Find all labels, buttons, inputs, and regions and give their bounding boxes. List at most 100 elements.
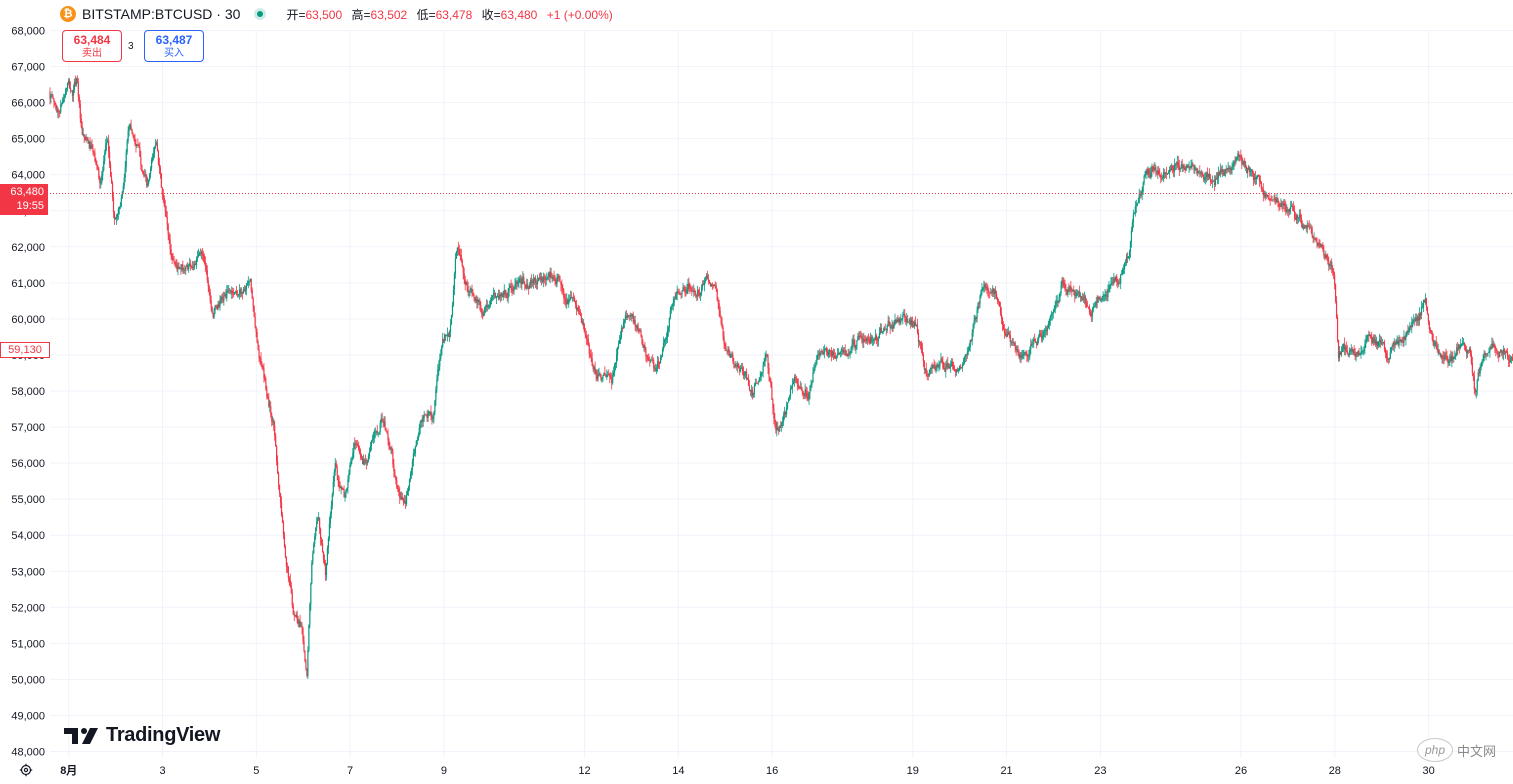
candle-body [517, 282, 519, 284]
candle-body [905, 317, 907, 323]
candle-body [972, 324, 974, 333]
buy-button[interactable]: 63,487 买入 [144, 30, 204, 62]
candle-body [401, 496, 403, 499]
y-tick-label: 50,000 [11, 674, 45, 686]
candle-body [1157, 170, 1159, 175]
candle-body [1431, 332, 1433, 340]
candle-body [1401, 340, 1403, 342]
candle-body [970, 339, 972, 341]
candle-body [718, 303, 720, 311]
candle-body [209, 292, 211, 301]
candle-body [1160, 175, 1162, 178]
candle-body [1041, 336, 1044, 339]
candle-body [500, 293, 502, 297]
candle-body [963, 356, 965, 364]
candle-body [1411, 322, 1413, 328]
bitcoin-icon: ₿ [60, 6, 76, 22]
candle-body [1047, 323, 1049, 328]
candle-body [882, 331, 884, 332]
candle-body [438, 366, 440, 370]
candle-body [1195, 168, 1197, 170]
candle-body [92, 148, 94, 153]
candle-body [1113, 278, 1115, 284]
candle-body [1371, 338, 1373, 343]
candle-body [1231, 165, 1233, 171]
tradingview-logo[interactable]: TradingView [64, 724, 220, 747]
candle-body [816, 355, 818, 364]
candle-body [1307, 225, 1309, 227]
candle-body [1400, 340, 1402, 342]
candle-body [191, 266, 193, 268]
candle-body [1506, 351, 1509, 357]
candle-body [400, 497, 402, 499]
candle-body [1064, 285, 1066, 290]
candle-body [346, 488, 348, 490]
x-tick-label: 12 [578, 765, 590, 777]
candle-body [89, 141, 91, 149]
candle-body [83, 134, 85, 137]
candle-body [363, 460, 366, 462]
candle-body [1159, 173, 1161, 176]
candle-body [97, 166, 99, 170]
candle-body [661, 349, 664, 357]
candle-body [86, 137, 88, 139]
candle-body [654, 368, 656, 369]
candle-body [104, 152, 106, 161]
candle-body [1255, 177, 1258, 180]
candle-body [1413, 319, 1415, 322]
candle-body [1025, 352, 1027, 355]
candle-body [1374, 339, 1376, 343]
candle-body [323, 559, 326, 564]
candle-body [1332, 268, 1334, 272]
candle-body [430, 411, 432, 417]
candle-body [641, 335, 643, 344]
candle-body [619, 337, 622, 340]
candle-body [1440, 353, 1442, 358]
candle-body [1032, 343, 1034, 345]
candle-body [361, 457, 363, 459]
candle-body [845, 350, 847, 356]
candle-body [1206, 172, 1208, 178]
candle-body [1009, 335, 1011, 343]
sell-button[interactable]: 63,484 卖出 [62, 30, 122, 62]
candle-body [322, 552, 325, 560]
candle-body [1072, 289, 1074, 292]
candle-body [177, 266, 179, 270]
candle-body [1222, 169, 1224, 174]
candle-body [1386, 356, 1388, 359]
candle-body [574, 301, 577, 305]
candle-body [857, 335, 859, 341]
candle-body [461, 260, 463, 267]
candle-body [1476, 380, 1478, 391]
gear-icon[interactable] [19, 763, 33, 777]
candle-body [1392, 345, 1394, 347]
candle-body [66, 88, 68, 91]
candle-body [87, 138, 89, 144]
candle-body [477, 300, 479, 303]
tradingview-logo-text: TradingView [106, 724, 221, 746]
candle-body [211, 307, 213, 314]
candle-body [1344, 347, 1346, 350]
candle-body [172, 258, 174, 261]
candle-body [424, 414, 426, 416]
candle-body [536, 280, 539, 285]
candle-body [894, 319, 896, 325]
candle-body [1279, 206, 1281, 207]
candle-body [667, 327, 669, 331]
candle-body [580, 315, 583, 323]
candle-body [819, 351, 821, 356]
candle-body [1061, 279, 1063, 286]
candle-body [565, 299, 567, 305]
symbol-name[interactable]: BITSTAMP:BTCUSD · 30 [82, 6, 241, 22]
candle-body [815, 363, 817, 367]
candle-body [1175, 164, 1177, 166]
candle-body [630, 314, 632, 317]
candle-body [926, 374, 928, 376]
candle-body [557, 276, 559, 280]
candle-body [446, 333, 449, 335]
candle-body [628, 314, 630, 316]
candle-body [859, 335, 861, 337]
candle-body [1254, 177, 1257, 180]
candle-body [429, 411, 431, 413]
